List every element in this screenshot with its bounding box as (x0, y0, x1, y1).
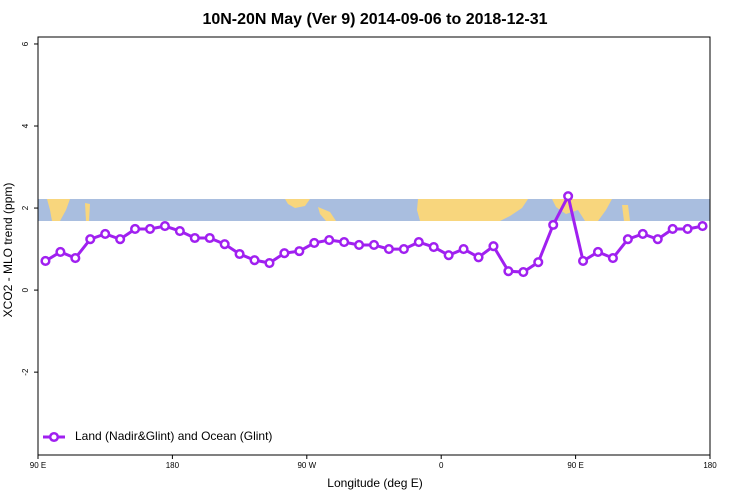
data-point (234, 248, 245, 260)
data-point (130, 223, 141, 235)
data-point (159, 221, 170, 232)
y-tick-label: 6 (21, 41, 30, 46)
map-strip (38, 199, 710, 221)
plot-frame (37, 36, 711, 456)
data-point (279, 248, 290, 259)
data-point (652, 234, 663, 245)
data-point (264, 257, 275, 269)
data-point (682, 223, 693, 235)
data-point (607, 253, 618, 264)
data-point (548, 219, 559, 230)
data-point (458, 244, 469, 255)
y-tick-label: 4 (21, 123, 30, 128)
x-axis-label: Longitude (deg E) (327, 476, 422, 490)
data-point (189, 232, 200, 244)
data-point (354, 239, 365, 251)
data-point (55, 246, 66, 257)
data-point (398, 244, 409, 255)
data-point (503, 266, 514, 277)
data-point (533, 257, 544, 268)
data-point (100, 228, 111, 239)
data-point (622, 234, 633, 245)
x-tick-label: 90 W (297, 461, 316, 470)
data-point (174, 225, 185, 237)
data-point (592, 246, 604, 257)
data-point (428, 241, 439, 253)
data-point (219, 239, 230, 250)
y-tick-label: -2 (21, 368, 30, 376)
data-point (324, 235, 335, 246)
y-tick-label: 0 (21, 287, 30, 292)
data-point (309, 237, 320, 248)
x-tick-label: 180 (166, 461, 180, 470)
data-point (637, 228, 648, 239)
x-tick-label: 90 E (30, 461, 46, 470)
y-tick-label: 2 (21, 205, 30, 210)
data-point (115, 234, 126, 245)
data-point (294, 246, 305, 257)
y-axis-label: XCO2 - MLO trend (ppm) (1, 183, 15, 318)
data-point (85, 234, 96, 245)
data-point (488, 241, 499, 252)
x-tick-label: 90 E (567, 461, 583, 470)
data-point (473, 252, 484, 263)
legend-marker (48, 431, 60, 443)
data-point (70, 253, 81, 264)
data-point (40, 255, 51, 267)
data-point (443, 250, 454, 261)
data-point (518, 266, 529, 278)
data-point (144, 223, 156, 235)
data-point (578, 255, 589, 267)
chart-title: 10N-20N May (Ver 9) 2014-09-06 to 2018-1… (202, 11, 547, 28)
data-point (339, 237, 350, 248)
x-tick-label: 0 (439, 461, 444, 470)
data-point (368, 239, 380, 251)
x-tick-label: 180 (703, 461, 717, 470)
legend-label: Land (Nadir&Glint) and Ocean (Glint) (75, 429, 272, 443)
data-point (383, 244, 394, 255)
data-point (413, 237, 424, 248)
data-point (563, 191, 574, 202)
data-point (697, 221, 708, 232)
data-point (204, 232, 215, 244)
data-point (667, 223, 678, 235)
data-point (249, 255, 260, 266)
